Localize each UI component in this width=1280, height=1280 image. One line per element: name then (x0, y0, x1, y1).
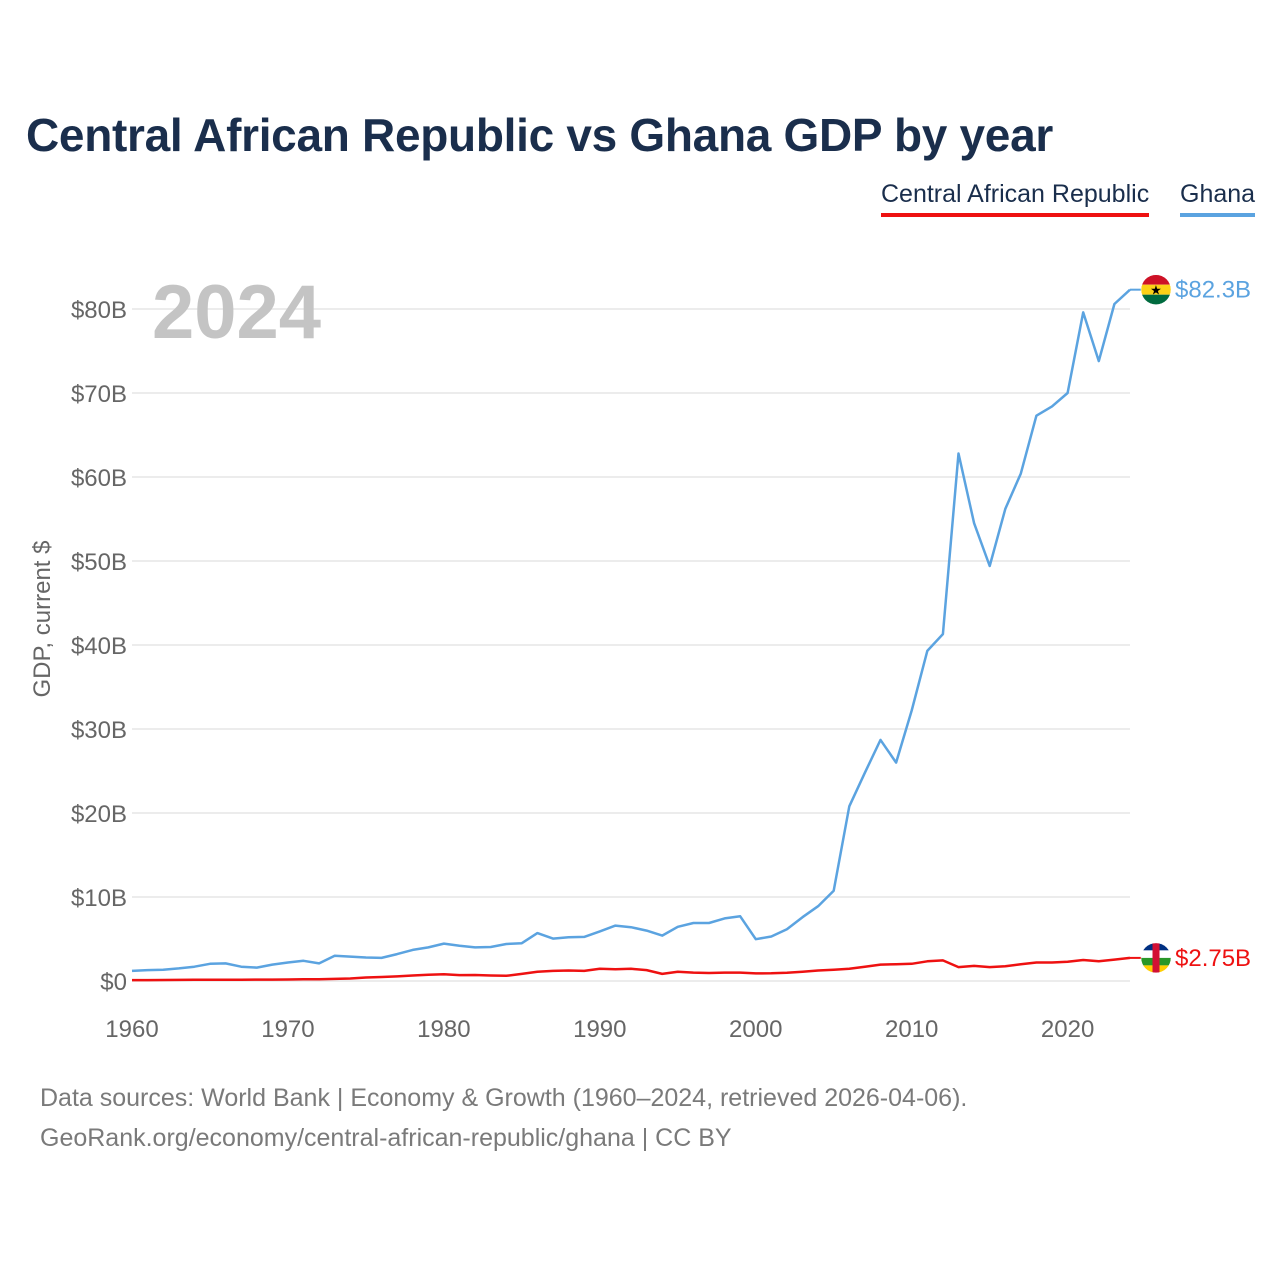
end-value-label-central-african-republic: $2.75B (1175, 945, 1251, 972)
central-african-republic-flag-icon (1140, 942, 1172, 974)
x-tick-label: 1960 (105, 1016, 158, 1043)
svg-text:★: ★ (1150, 284, 1162, 299)
source-note: Data sources: World Bank | Economy & Gro… (40, 1084, 968, 1112)
y-tick-label: $40B (71, 633, 127, 660)
y-tick-label: $50B (71, 549, 127, 576)
legend-ghana[interactable]: Ghana (1180, 180, 1256, 217)
y-tick-label: $60B (71, 465, 127, 492)
y-tick-label: $20B (71, 801, 127, 828)
year-watermark: 2024 (152, 270, 321, 355)
x-tick-label: 2000 (729, 1016, 782, 1043)
series-line-ghana[interactable] (131, 288, 1131, 973)
x-tick-label: 2010 (885, 1016, 938, 1043)
chart-title: Central African Republic vs Ghana GDP by… (26, 109, 1053, 161)
x-tick-label: 1990 (573, 1016, 626, 1043)
y-tick-label: $30B (71, 717, 127, 744)
ghana-flag-icon: ★ (1140, 274, 1172, 305)
x-tick-label: 2020 (1041, 1016, 1094, 1043)
y-axis-label: GDP, current $ (29, 541, 56, 698)
source-link[interactable]: GeoRank.org/economy/central-african-repu… (40, 1124, 732, 1152)
series-line-central-african-republic[interactable] (132, 956, 1131, 982)
x-tick-label: 1980 (417, 1016, 470, 1043)
x-tick-label: 1970 (261, 1016, 314, 1043)
y-tick-label: $80B (71, 297, 127, 324)
y-tick-label: $10B (71, 885, 127, 912)
y-tick-label: $0 (100, 969, 127, 996)
y-tick-label: $70B (71, 381, 127, 408)
legend-central-african-republic[interactable]: Central African Republic (881, 180, 1150, 217)
end-value-label-ghana: $82.3B (1175, 277, 1251, 304)
